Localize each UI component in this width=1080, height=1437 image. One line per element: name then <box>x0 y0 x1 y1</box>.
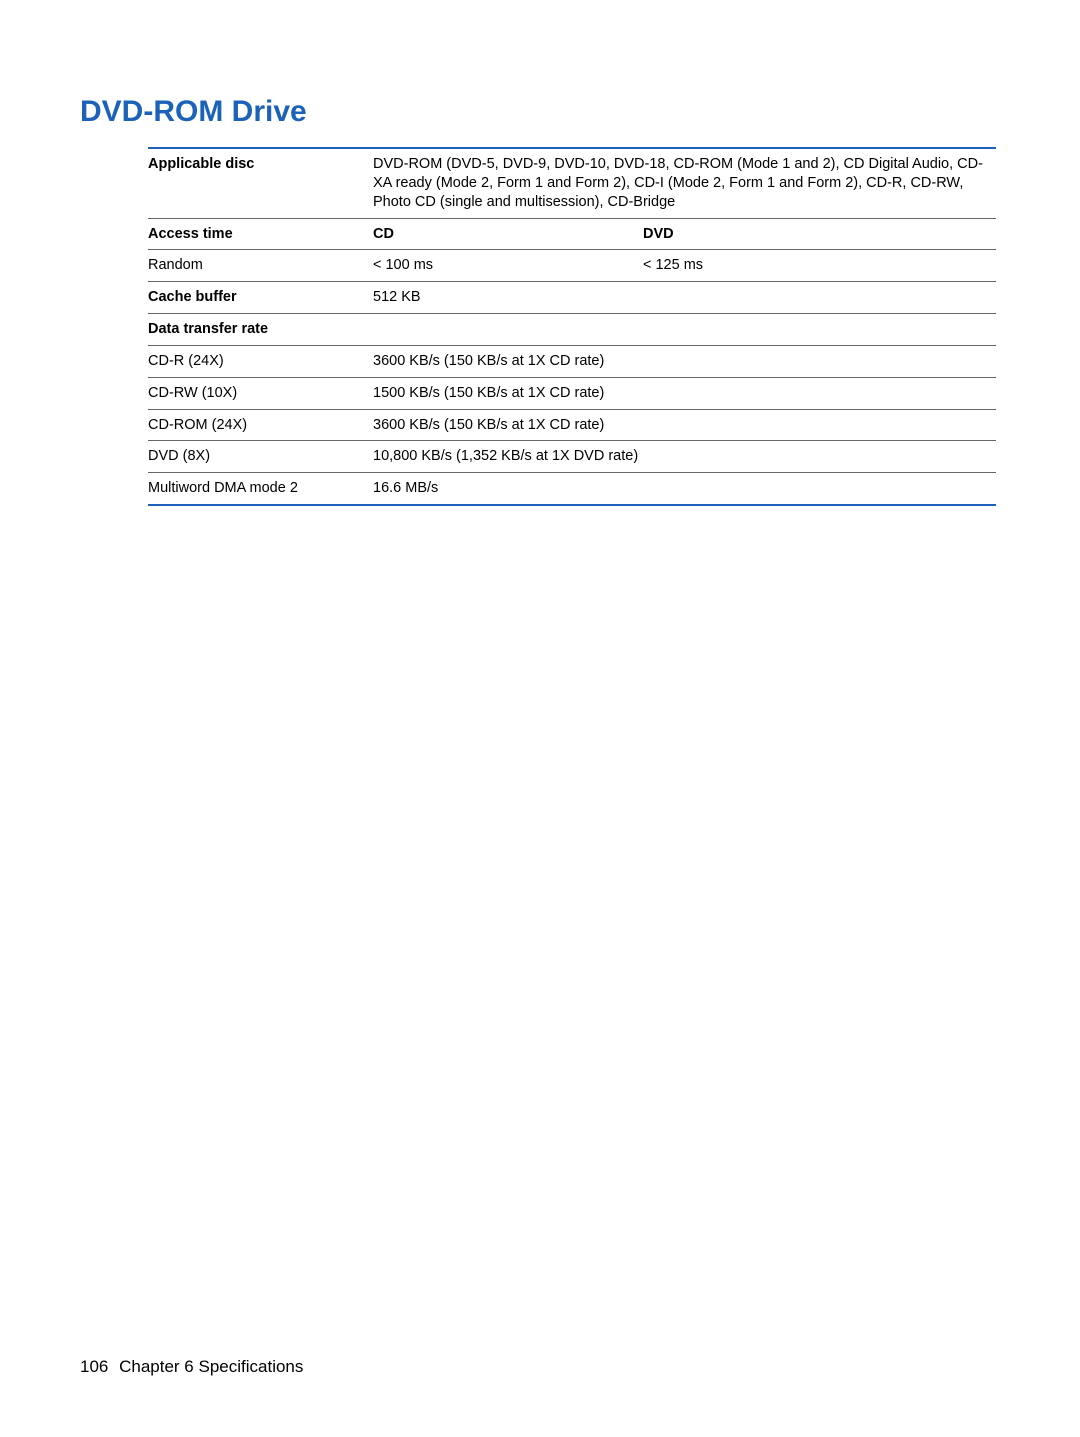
label-cd-r: CD-R (24X) <box>148 346 373 377</box>
label-applicable-disc: Applicable disc <box>148 149 373 218</box>
label-data-transfer-rate: Data transfer rate <box>148 314 373 345</box>
bottom-rule <box>148 504 996 506</box>
label-cd-rw: CD-RW (10X) <box>148 378 373 409</box>
row-dvd: DVD (8X) 10,800 KB/s (1,352 KB/s at 1X D… <box>148 441 996 472</box>
value-cache-buffer: 512 KB <box>373 282 996 313</box>
value-random-dvd: < 125 ms <box>643 250 996 281</box>
row-access-time: Access time CD DVD <box>148 219 996 250</box>
spec-table: Applicable disc DVD-ROM (DVD-5, DVD-9, D… <box>148 149 996 504</box>
page-container: DVD-ROM Drive Applicable disc DVD-ROM (D… <box>0 0 1080 1437</box>
label-access-time: Access time <box>148 219 373 250</box>
page-number: 106 <box>80 1357 108 1376</box>
chapter-label: Chapter 6 Specifications <box>119 1357 303 1376</box>
value-cd-rom: 3600 KB/s (150 KB/s at 1X CD rate) <box>373 410 996 441</box>
value-cd-rw: 1500 KB/s (150 KB/s at 1X CD rate) <box>373 378 996 409</box>
label-cd-rom: CD-ROM (24X) <box>148 410 373 441</box>
label-dvd: DVD (8X) <box>148 441 373 472</box>
value-multiword: 16.6 MB/s <box>373 473 996 504</box>
label-multiword: Multiword DMA mode 2 <box>148 473 373 504</box>
row-applicable-disc: Applicable disc DVD-ROM (DVD-5, DVD-9, D… <box>148 149 996 218</box>
row-cd-rw: CD-RW (10X) 1500 KB/s (150 KB/s at 1X CD… <box>148 378 996 409</box>
label-random: Random <box>148 250 373 281</box>
page-footer: 106 Chapter 6 Specifications <box>80 1357 303 1377</box>
section-title: DVD-ROM Drive <box>80 95 1000 129</box>
value-dvd: 10,800 KB/s (1,352 KB/s at 1X DVD rate) <box>373 441 996 472</box>
row-cd-r: CD-R (24X) 3600 KB/s (150 KB/s at 1X CD … <box>148 346 996 377</box>
row-data-transfer-rate: Data transfer rate <box>148 314 996 345</box>
value-random-cd: < 100 ms <box>373 250 643 281</box>
value-cd-r: 3600 KB/s (150 KB/s at 1X CD rate) <box>373 346 996 377</box>
row-random: Random < 100 ms < 125 ms <box>148 250 996 281</box>
label-cache-buffer: Cache buffer <box>148 282 373 313</box>
row-cd-rom: CD-ROM (24X) 3600 KB/s (150 KB/s at 1X C… <box>148 410 996 441</box>
row-cache-buffer: Cache buffer 512 KB <box>148 282 996 313</box>
row-multiword: Multiword DMA mode 2 16.6 MB/s <box>148 473 996 504</box>
col-dvd-header: DVD <box>643 219 996 250</box>
value-applicable-disc: DVD-ROM (DVD-5, DVD-9, DVD-10, DVD-18, C… <box>373 149 996 218</box>
value-data-transfer-rate <box>373 314 996 345</box>
col-cd-header: CD <box>373 219 643 250</box>
